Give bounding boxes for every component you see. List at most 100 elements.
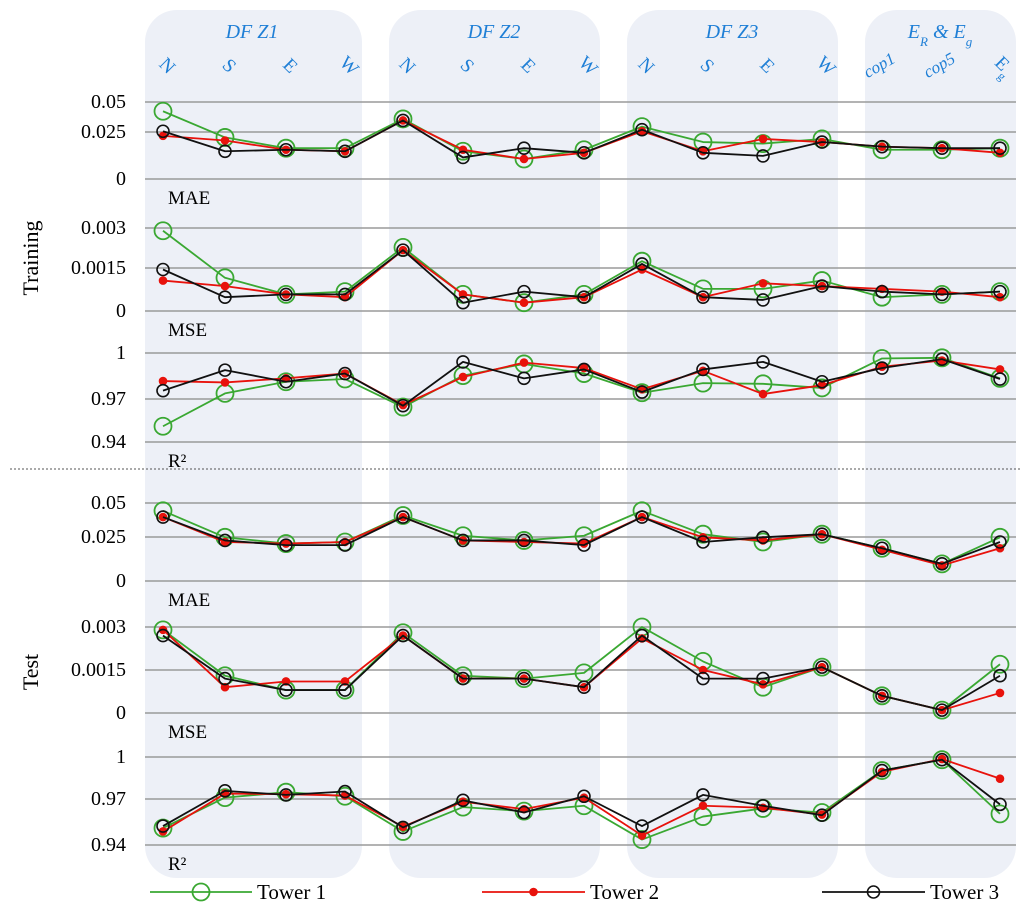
y-tick-label: 0.0015 xyxy=(71,257,126,279)
metric-label: R² xyxy=(168,854,187,875)
data-point xyxy=(338,144,352,159)
data-point xyxy=(396,243,410,257)
y-tick-label: 0 xyxy=(116,702,126,724)
data-point xyxy=(393,506,413,525)
group-header: DF Z3 xyxy=(705,21,759,43)
group-header: ER & Eg xyxy=(907,21,973,49)
data-point xyxy=(635,819,649,833)
data-point xyxy=(635,385,649,399)
data-point xyxy=(872,686,892,706)
data-point xyxy=(812,378,832,398)
y-tick-label: 0 xyxy=(116,570,126,592)
data-point xyxy=(815,279,829,293)
legend-marker xyxy=(529,887,538,897)
data-point xyxy=(153,221,173,241)
data-point xyxy=(696,362,710,377)
data-point xyxy=(577,362,591,377)
data-point xyxy=(696,788,710,802)
data-point xyxy=(935,352,949,366)
data-point xyxy=(519,154,529,164)
legend-marker xyxy=(191,882,211,902)
data-point xyxy=(696,671,710,686)
group-band-3 xyxy=(627,10,838,878)
data-point xyxy=(815,527,829,542)
data-point xyxy=(517,141,531,155)
data-point xyxy=(281,539,291,548)
data-point xyxy=(393,109,413,129)
series-line-tower-3 xyxy=(162,358,1001,407)
metric-label: MSE xyxy=(168,320,207,341)
y-tick-label: 0.97 xyxy=(91,388,126,410)
data-point xyxy=(995,774,1005,783)
series-line-tower-1 xyxy=(162,356,1001,428)
data-point xyxy=(875,361,889,375)
data-point xyxy=(220,281,230,291)
data-point xyxy=(279,683,293,697)
section-label: Test xyxy=(18,654,43,690)
data-point xyxy=(396,820,410,835)
data-point xyxy=(756,149,770,163)
legend-label: Tower 1 xyxy=(257,880,326,904)
data-point xyxy=(993,797,1007,812)
series-line-tower-3 xyxy=(162,516,1001,565)
data-point xyxy=(995,688,1005,698)
data-point xyxy=(218,144,232,159)
y-tick-label: 0.025 xyxy=(81,526,126,548)
data-point xyxy=(696,146,710,160)
legend-marker xyxy=(866,885,881,899)
data-point xyxy=(218,784,232,798)
series-line-tower-3 xyxy=(162,634,1001,712)
data-point xyxy=(276,372,296,392)
data-point xyxy=(696,535,710,549)
data-point xyxy=(632,830,652,849)
y-tick-label: 0 xyxy=(116,168,126,190)
data-point xyxy=(635,628,649,643)
data-point xyxy=(456,355,470,369)
data-point xyxy=(338,287,352,302)
data-point xyxy=(577,146,591,160)
data-point xyxy=(156,124,170,139)
data-point xyxy=(281,677,291,686)
data-point xyxy=(156,262,170,277)
data-point xyxy=(279,287,293,302)
data-point xyxy=(517,371,531,386)
data-point xyxy=(338,683,352,697)
y-tick-label: 0.05 xyxy=(91,91,126,113)
data-point xyxy=(635,510,649,524)
data-point xyxy=(396,510,410,524)
data-point xyxy=(875,284,889,299)
data-point xyxy=(932,348,952,368)
data-point xyxy=(456,671,470,686)
data-point xyxy=(935,141,949,155)
data-point xyxy=(519,358,529,367)
data-point xyxy=(517,805,531,820)
data-point xyxy=(218,290,232,304)
data-point xyxy=(517,671,531,686)
data-point xyxy=(635,257,649,271)
data-point xyxy=(158,376,168,386)
data-point xyxy=(990,804,1010,824)
data-point xyxy=(279,538,293,552)
legend-label: Tower 2 xyxy=(590,880,659,904)
data-point xyxy=(338,538,352,552)
data-point xyxy=(753,532,773,552)
data-point xyxy=(156,628,170,643)
metric-label: MAE xyxy=(168,188,210,209)
data-point xyxy=(279,788,293,802)
data-point xyxy=(456,295,470,310)
data-point xyxy=(458,372,468,382)
data-point xyxy=(812,657,832,677)
metric-label: MSE xyxy=(168,722,207,743)
data-point xyxy=(875,139,889,154)
data-point xyxy=(698,665,708,675)
data-point xyxy=(215,788,235,808)
data-point xyxy=(338,366,352,381)
series-line-tower-3 xyxy=(162,758,1001,829)
metric-label: R² xyxy=(168,451,187,472)
y-tick-label: 0.94 xyxy=(91,431,126,453)
data-point xyxy=(815,135,829,149)
y-tick-label: 0.97 xyxy=(91,788,126,810)
data-point xyxy=(153,416,173,436)
data-point xyxy=(218,671,232,686)
data-point xyxy=(519,298,529,308)
